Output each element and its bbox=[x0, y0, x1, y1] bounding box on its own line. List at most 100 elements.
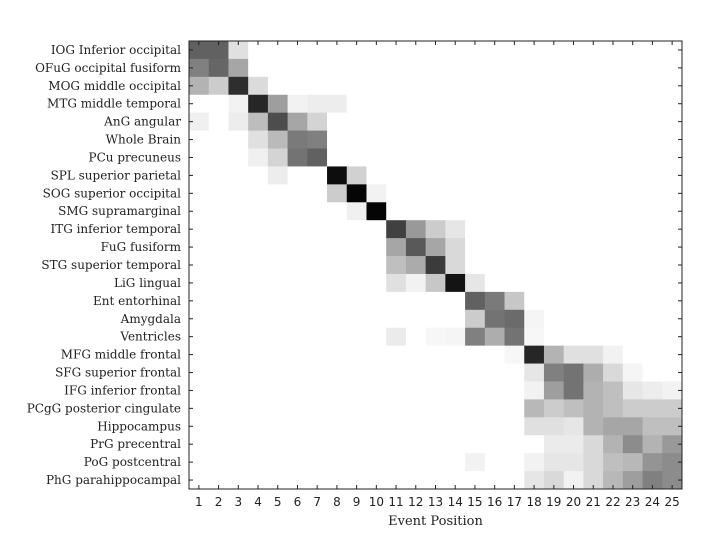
heatmap-cell bbox=[563, 202, 584, 221]
x-tick-label: 23 bbox=[625, 495, 640, 509]
heatmap-cell bbox=[642, 166, 663, 185]
heatmap-cell bbox=[543, 399, 565, 418]
heatmap-cell bbox=[504, 112, 525, 131]
x-tick-label: 5 bbox=[274, 495, 282, 509]
heatmap-cell bbox=[504, 471, 525, 490]
heatmap-cell bbox=[563, 327, 584, 347]
heatmap-cell bbox=[445, 41, 466, 60]
heatmap-cell bbox=[662, 435, 683, 454]
heatmap-cell bbox=[208, 291, 229, 311]
heatmap-cell bbox=[563, 130, 584, 149]
heatmap-cell bbox=[405, 166, 427, 185]
heatmap-cell bbox=[405, 417, 427, 436]
heatmap-cell bbox=[228, 381, 249, 400]
heatmap-cell bbox=[642, 309, 663, 329]
heatmap-cell bbox=[465, 202, 486, 221]
heatmap-cell bbox=[445, 220, 466, 239]
heatmap-cell bbox=[208, 148, 229, 167]
heatmap-cell bbox=[622, 363, 643, 382]
y-tick-label: PCgG posterior cingulate bbox=[27, 401, 181, 415]
heatmap-cell bbox=[622, 184, 643, 203]
heatmap-cell bbox=[248, 327, 269, 347]
heatmap-cell bbox=[543, 94, 565, 114]
heatmap-cell bbox=[228, 202, 249, 221]
heatmap-cell bbox=[327, 435, 348, 454]
heatmap-cell bbox=[228, 112, 249, 131]
x-tick-label: 4 bbox=[254, 495, 262, 509]
heatmap-cell bbox=[307, 399, 328, 418]
heatmap-cell bbox=[504, 273, 525, 293]
heatmap-cell bbox=[425, 471, 446, 490]
heatmap-cell bbox=[386, 166, 407, 185]
heatmap-cell bbox=[228, 345, 249, 364]
heatmap-cell bbox=[682, 291, 703, 311]
heatmap-cell bbox=[642, 220, 663, 239]
heatmap-cell bbox=[583, 345, 604, 364]
heatmap-cell bbox=[287, 148, 308, 167]
heatmap-cell bbox=[189, 399, 210, 418]
heatmap-cell bbox=[622, 112, 643, 131]
x-tick-label: 15 bbox=[467, 495, 482, 509]
heatmap-cell bbox=[524, 417, 545, 436]
heatmap-cell bbox=[642, 453, 663, 472]
heatmap-cell bbox=[465, 273, 486, 293]
heatmap-cell bbox=[248, 399, 269, 418]
heatmap-cell bbox=[405, 291, 427, 311]
heatmap-cell bbox=[327, 417, 348, 436]
heatmap-cell bbox=[642, 94, 663, 114]
heatmap-cell bbox=[307, 202, 328, 221]
heatmap-cell bbox=[307, 345, 328, 364]
x-tick-label: 19 bbox=[546, 495, 561, 509]
heatmap-cell bbox=[583, 202, 604, 221]
heatmap-cell bbox=[366, 94, 387, 114]
heatmap-cell bbox=[228, 148, 249, 167]
heatmap-cell bbox=[662, 148, 683, 167]
heatmap-cell bbox=[307, 184, 328, 203]
heatmap-cell bbox=[346, 76, 367, 96]
heatmap-cell bbox=[603, 345, 624, 364]
heatmap-cell bbox=[583, 41, 604, 60]
heatmap-cell bbox=[622, 58, 643, 78]
heatmap-cell bbox=[543, 327, 565, 347]
heatmap-cell bbox=[504, 256, 525, 275]
heatmap-cell bbox=[484, 256, 505, 275]
heatmap-cell bbox=[346, 363, 367, 382]
heatmap-cell bbox=[287, 327, 308, 347]
y-tick-label: IOG Inferior occipital bbox=[51, 43, 181, 57]
heatmap-cell bbox=[465, 345, 486, 364]
heatmap-cell bbox=[504, 76, 525, 96]
heatmap-cell bbox=[248, 166, 269, 185]
heatmap-cell bbox=[642, 399, 663, 418]
heatmap-cell bbox=[583, 471, 604, 490]
heatmap-cell bbox=[642, 41, 663, 60]
heatmap-cell bbox=[622, 41, 643, 60]
heatmap-cell bbox=[346, 435, 367, 454]
heatmap-cell bbox=[327, 112, 348, 131]
heatmap-cell bbox=[543, 381, 565, 400]
heatmap-cell bbox=[425, 399, 446, 418]
heatmap-cell bbox=[622, 327, 643, 347]
y-tick-label: IFG inferior frontal bbox=[64, 383, 181, 397]
heatmap-cell bbox=[622, 291, 643, 311]
heatmap-cell bbox=[504, 435, 525, 454]
y-tick-label: PoG postcentral bbox=[84, 455, 181, 469]
heatmap-cell bbox=[524, 202, 545, 221]
heatmap-cell bbox=[267, 381, 288, 400]
heatmap-cell bbox=[524, 58, 545, 78]
heatmap-cell bbox=[543, 166, 565, 185]
heatmap-cell bbox=[583, 309, 604, 329]
heatmap-cell bbox=[327, 130, 348, 149]
heatmap-cell bbox=[425, 184, 446, 203]
heatmap-cell bbox=[405, 399, 427, 418]
heatmap-cell bbox=[603, 327, 624, 347]
heatmap-cell bbox=[346, 41, 367, 60]
heatmap-cell bbox=[189, 471, 210, 490]
heatmap-cell bbox=[386, 399, 407, 418]
heatmap-cell bbox=[287, 345, 308, 364]
heatmap-cell bbox=[603, 399, 624, 418]
heatmap-cell bbox=[307, 130, 328, 149]
heatmap-cell bbox=[189, 220, 210, 239]
heatmap-cell bbox=[484, 453, 505, 472]
heatmap-cell bbox=[524, 220, 545, 239]
heatmap-cell bbox=[366, 202, 387, 221]
